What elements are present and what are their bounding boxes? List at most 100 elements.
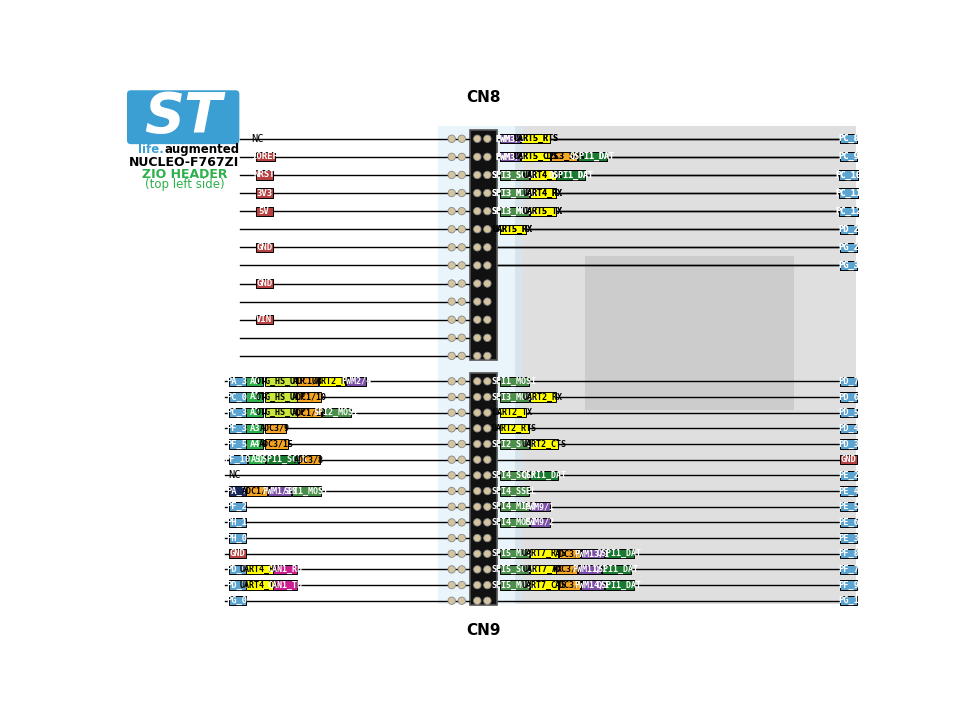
FancyBboxPatch shape (255, 152, 275, 161)
FancyBboxPatch shape (228, 518, 246, 527)
Circle shape (484, 581, 492, 589)
Text: PG_0: PG_0 (227, 596, 248, 606)
Text: PF_9: PF_9 (838, 580, 859, 590)
Circle shape (473, 409, 481, 416)
Text: PWM13/1: PWM13/1 (575, 549, 610, 558)
Circle shape (458, 171, 466, 179)
Circle shape (458, 566, 466, 573)
Text: UART5_RX: UART5_RX (492, 225, 533, 234)
FancyBboxPatch shape (840, 596, 857, 606)
Circle shape (458, 518, 466, 526)
FancyBboxPatch shape (557, 171, 586, 179)
Circle shape (473, 171, 481, 179)
FancyBboxPatch shape (840, 243, 857, 252)
Text: UART2_RTS: UART2_RTS (492, 424, 537, 433)
Text: NC: NC (228, 470, 241, 480)
Text: UART7_CTS: UART7_CTS (521, 580, 566, 590)
Circle shape (448, 456, 455, 464)
Circle shape (484, 487, 492, 495)
Text: UART4_RX: UART4_RX (522, 189, 563, 197)
Circle shape (458, 280, 466, 287)
FancyBboxPatch shape (840, 439, 857, 449)
Circle shape (473, 425, 481, 432)
FancyBboxPatch shape (530, 171, 556, 179)
Circle shape (473, 487, 481, 495)
Text: ADC3/6: ADC3/6 (555, 549, 585, 558)
Circle shape (473, 316, 481, 323)
FancyBboxPatch shape (605, 549, 634, 558)
Text: SPI3_MOSI: SPI3_MOSI (492, 392, 537, 402)
FancyBboxPatch shape (581, 580, 604, 590)
FancyBboxPatch shape (530, 549, 559, 558)
Text: ADC1/13: ADC1/13 (292, 408, 326, 417)
FancyBboxPatch shape (521, 134, 550, 143)
FancyBboxPatch shape (839, 189, 858, 198)
Text: UART5_RTS: UART5_RTS (514, 134, 558, 143)
Text: SPI5_SCLK: SPI5_SCLK (492, 565, 537, 574)
FancyBboxPatch shape (521, 152, 550, 161)
Circle shape (448, 550, 455, 557)
FancyBboxPatch shape (500, 152, 520, 161)
Circle shape (473, 262, 481, 269)
FancyBboxPatch shape (840, 225, 857, 234)
Text: I2C3_SDA: I2C3_SDA (544, 153, 584, 161)
Circle shape (473, 441, 481, 448)
Text: ADC3/5: ADC3/5 (552, 565, 582, 574)
Text: (top left side): (top left side) (145, 179, 224, 192)
Bar (470, 373, 496, 605)
Text: I2C3_SDA: I2C3_SDA (544, 153, 584, 161)
Text: PD_1: PD_1 (227, 580, 248, 590)
FancyBboxPatch shape (500, 518, 529, 527)
Circle shape (484, 456, 492, 464)
Text: PC_11: PC_11 (835, 189, 862, 197)
Text: PE_5: PE_5 (838, 502, 859, 511)
Circle shape (484, 393, 492, 401)
Text: CAN1_TD: CAN1_TD (268, 580, 302, 590)
Circle shape (473, 581, 481, 589)
FancyBboxPatch shape (840, 392, 857, 402)
Text: PWM3/4: PWM3/4 (495, 153, 525, 161)
FancyBboxPatch shape (578, 152, 607, 161)
Text: GND: GND (256, 243, 273, 252)
Circle shape (484, 377, 492, 385)
FancyBboxPatch shape (248, 455, 265, 464)
FancyBboxPatch shape (228, 455, 247, 464)
Text: UART2_RX: UART2_RX (522, 392, 563, 402)
Text: SPI4_MISO: SPI4_MISO (492, 502, 537, 511)
FancyBboxPatch shape (266, 455, 299, 464)
Text: QSPI1_DAT: QSPI1_DAT (597, 549, 642, 558)
FancyBboxPatch shape (551, 152, 577, 161)
FancyBboxPatch shape (247, 564, 273, 574)
Text: SPI4_MOSI: SPI4_MOSI (492, 518, 537, 527)
Circle shape (458, 393, 466, 401)
Circle shape (473, 456, 481, 464)
Text: PD_2: PD_2 (838, 225, 859, 234)
FancyBboxPatch shape (500, 439, 529, 449)
Circle shape (448, 225, 455, 233)
Circle shape (473, 298, 481, 305)
Circle shape (473, 597, 481, 605)
FancyBboxPatch shape (228, 502, 246, 511)
Text: QSPI1_DAT: QSPI1_DAT (548, 171, 593, 179)
FancyBboxPatch shape (840, 261, 857, 270)
Text: ADC3/9: ADC3/9 (260, 424, 290, 433)
Circle shape (448, 334, 455, 341)
Text: 5V: 5V (259, 207, 270, 215)
Text: ADC3/7: ADC3/7 (555, 580, 585, 590)
Circle shape (484, 225, 492, 233)
Text: SPI3_MOSI: SPI3_MOSI (492, 207, 537, 216)
Text: ADC1/3: ADC1/3 (293, 377, 323, 386)
Circle shape (484, 153, 492, 161)
Text: PA_3: PA_3 (227, 377, 248, 386)
Text: QSPI1_DAT: QSPI1_DAT (570, 153, 614, 161)
FancyBboxPatch shape (322, 408, 350, 418)
Circle shape (458, 262, 466, 269)
Circle shape (484, 409, 492, 416)
Circle shape (473, 566, 481, 573)
Text: QSPI1_DAT: QSPI1_DAT (521, 471, 566, 480)
FancyBboxPatch shape (500, 134, 520, 143)
FancyBboxPatch shape (840, 502, 857, 511)
FancyBboxPatch shape (840, 261, 857, 270)
Circle shape (458, 225, 466, 233)
Text: ZIO HEADER: ZIO HEADER (141, 168, 228, 181)
